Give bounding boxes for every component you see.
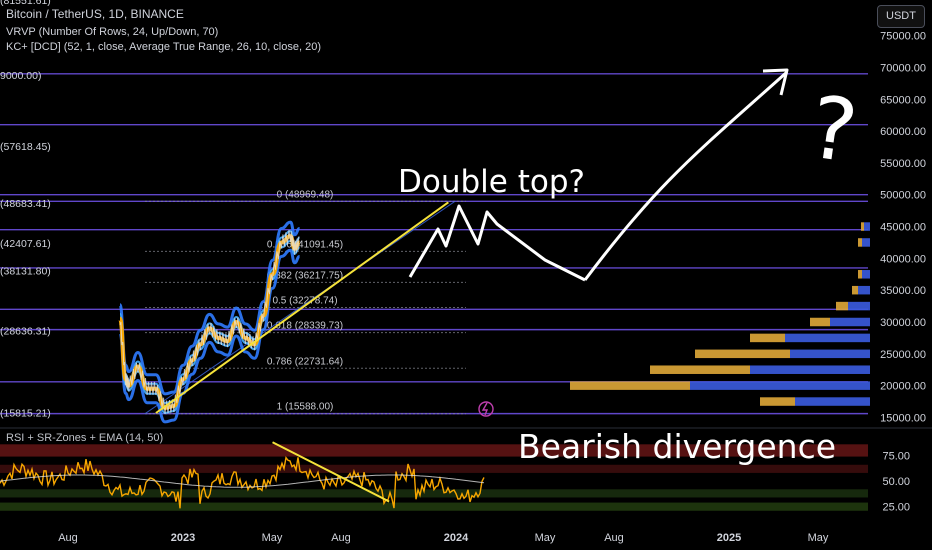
volume-bar-up <box>861 222 864 231</box>
price-tick-label: 45000.00 <box>880 222 926 234</box>
time-axis: Aug 2023 May Aug 2024 May Aug 2025 May <box>58 532 829 544</box>
support-trendline <box>155 201 449 414</box>
double-top-drawing <box>408 204 586 282</box>
time-tick-label: 2023 <box>171 532 195 544</box>
currency-button[interactable]: USDT <box>877 5 925 28</box>
projection-arrow <box>408 68 789 282</box>
rsi-overbought-zone <box>0 444 868 457</box>
rsi-panel: 75.00 50.00 25.00 <box>0 427 932 514</box>
price-tick-label: 20000.00 <box>880 381 926 393</box>
price-tick-label: 15000.00 <box>880 412 926 424</box>
price-candles <box>119 230 300 414</box>
time-tick-label: Aug <box>604 532 624 544</box>
price-tick-label: 50000.00 <box>880 190 926 202</box>
rsi-indicator-label[interactable]: RSI + SR-Zones + EMA (14, 50) <box>6 432 164 444</box>
fib-diagonal <box>144 200 456 415</box>
volume-bar-up <box>570 381 690 390</box>
time-tick-label: May <box>535 532 556 544</box>
vrvp-indicator-label[interactable]: VRVP (Number Of Rows, 24, Up/Down, 70) <box>6 26 219 38</box>
alert-icon[interactable] <box>478 401 494 417</box>
rsi-tick-label: 75.00 <box>882 451 910 463</box>
volume-bar-down <box>830 317 870 327</box>
time-tick-label: Aug <box>58 532 78 544</box>
left-level-label: (15815.21) <box>0 407 51 419</box>
price-tick-label: 35000.00 <box>880 285 926 297</box>
fib-label: 1 (15588.00) <box>277 402 334 413</box>
projection-arrowhead <box>762 68 789 96</box>
volume-bar-down <box>862 238 870 247</box>
fib-label: 0.236 (41091.45) <box>267 239 343 250</box>
rsi-lower-zone <box>0 489 868 498</box>
volume-bar-up <box>858 238 862 247</box>
volume-bar-down <box>848 301 870 311</box>
volume-bar-down <box>690 381 870 390</box>
price-tick-label: 30000.00 <box>880 317 926 329</box>
volume-bar-down <box>795 397 870 406</box>
rsi-ema-line <box>0 474 485 488</box>
left-level-label: (28636.31) <box>0 326 51 338</box>
volume-bar-down <box>864 222 870 231</box>
price-tick-label: 55000.00 <box>880 158 926 170</box>
keltner-band <box>118 248 301 424</box>
double-top-annotation: Double top? <box>398 164 585 200</box>
volume-bar-up <box>852 285 858 295</box>
rsi-tick-label: 50.00 <box>882 476 910 488</box>
volume-bar-up <box>750 333 785 343</box>
fibonacci-retracement: 0 (48969.48) 0.236 (41091.45) 0.382 (36217… <box>144 189 466 415</box>
left-level-label: (81551.61) <box>0 0 51 7</box>
price-line <box>119 230 300 414</box>
projection-arrow <box>583 70 789 281</box>
time-tick-label: 2025 <box>717 532 741 544</box>
bearish-divergence-annotation: Bearish divergence <box>518 427 836 466</box>
volume-bar-down <box>785 333 870 343</box>
kc-indicator-label[interactable]: KC+ [DCD] (52, 1, close, Average True Ra… <box>6 41 321 53</box>
fib-label: 0.5 (32278.74) <box>272 295 337 306</box>
volume-bar-up <box>695 349 790 359</box>
fib-label: 0.786 (22731.64) <box>267 356 343 367</box>
fib-label: 0 (48969.48) <box>277 189 334 200</box>
left-level-label: 9000.00) <box>0 70 41 82</box>
volume-bar-up <box>858 270 862 279</box>
chart-title: Bitcoin / TetherUS, 1D, BINANCE <box>6 7 184 21</box>
left-level-labels: (81551.61) 9000.00) (57618.45) (48683.41) (4… <box>0 0 51 419</box>
volume-profile <box>570 222 870 406</box>
support-trendline <box>155 201 449 414</box>
price-tick-label: 60000.00 <box>880 126 926 138</box>
price-tick-label: 65000.00 <box>880 94 926 106</box>
volume-bar-up <box>836 301 848 311</box>
rsi-tick-label: 25.00 <box>882 502 910 514</box>
volume-bar-down <box>862 270 870 279</box>
price-tick-label: 25000.00 <box>880 349 926 361</box>
time-tick-label: 2024 <box>444 532 469 544</box>
volume-bar-down <box>790 349 870 359</box>
fib-label: 0.618 (28339.73) <box>267 321 343 332</box>
price-tick-label: 40000.00 <box>880 253 926 265</box>
left-level-label: (48683.41) <box>0 198 51 210</box>
time-tick-label: Aug <box>331 532 351 544</box>
rsi-upper-zone <box>0 464 868 473</box>
fib-label: 0.382 (36217.75) <box>267 270 343 281</box>
left-level-label: (42407.61) <box>0 238 51 250</box>
volume-bar-up <box>760 397 795 406</box>
volume-bar-down <box>750 365 870 374</box>
price-tick-label: 75000.00 <box>880 31 926 43</box>
rsi-divergence-line <box>272 441 390 503</box>
time-tick-label: May <box>262 532 283 544</box>
left-level-label: (38131.80) <box>0 265 51 277</box>
rsi-oversold-zone <box>0 502 868 511</box>
left-level-label: (57618.45) <box>0 141 51 153</box>
alert-bolt-icon <box>481 402 489 416</box>
volume-bar-up <box>650 365 750 374</box>
volume-bar-down <box>858 285 870 295</box>
volume-bar-up <box>810 317 830 327</box>
price-axis: 75000.00 70000.00 65000.00 60000.00 55000.00… <box>880 31 926 425</box>
time-tick-label: May <box>808 532 829 544</box>
keltner-band <box>118 220 301 396</box>
price-tick-label: 70000.00 <box>880 62 926 74</box>
